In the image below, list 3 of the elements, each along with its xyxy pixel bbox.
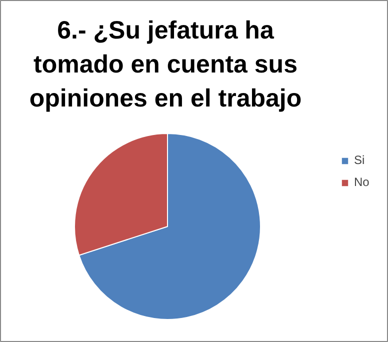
legend-label: Si <box>354 153 366 167</box>
legend-label: No <box>354 175 370 189</box>
chart-title: 6.- ¿Su jefatura ha tomado en cuenta sus opiniones en el trabajo <box>29 16 302 112</box>
